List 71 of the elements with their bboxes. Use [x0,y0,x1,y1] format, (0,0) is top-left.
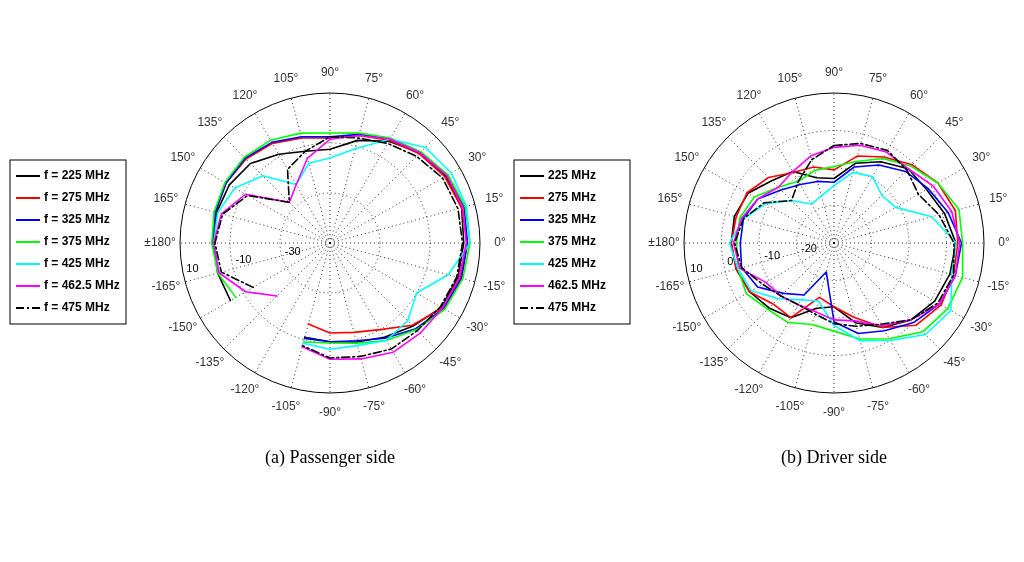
spoke-label: 120° [232,87,258,102]
spoke-label: 90° [320,65,340,80]
spoke-label: ±180° [144,235,176,250]
spoke-label: -15° [483,279,506,294]
spoke-label: 165° [153,191,179,206]
spoke-label: 0° [998,235,1010,250]
y-tick-label: -10 [235,253,252,266]
spoke-label: 150° [674,150,700,165]
spoke-label: 45° [441,114,460,129]
spoke-label: -75° [362,399,386,414]
spoke-label: 45° [945,114,964,129]
spoke-label: -165° [151,279,181,294]
spoke-label: 75° [868,70,888,85]
spoke-label: -135° [699,355,729,370]
legend-label: f = 225 MHz [44,168,110,183]
spoke-label: -105° [271,399,301,414]
spoke-label: -165° [655,279,685,294]
legend-label: 225 MHz [548,168,597,183]
spoke-label: -30° [970,320,993,335]
spoke-label: -15° [987,279,1010,294]
y-tick-label: 10 [690,261,703,274]
spoke-label: 105° [273,70,299,85]
spoke-label: -120° [734,382,764,397]
text: (b) Driver side [781,447,887,468]
spoke-label: 60° [405,87,425,102]
legend-label: f = 375 MHz [44,234,110,249]
spoke-label: 150° [170,150,196,165]
legend-label: 375 MHz [548,234,597,249]
legend-label: f = 475 MHz [44,300,110,315]
spoke-label: -150° [168,320,198,335]
legend-label: f = 462.5 MHz [44,278,120,293]
spoke-label: 15° [485,191,504,206]
spoke-label: -150° [672,320,702,335]
spoke-label: -90° [822,405,846,420]
text: (a) Passenger side [265,447,395,468]
spoke-label: 75° [364,70,384,85]
spoke-label: -75° [866,399,890,414]
y-tick-label: -20 [801,242,817,255]
spoke-label: 60° [909,87,929,102]
legend-label: f = 275 MHz [44,190,110,205]
spoke-label: -135° [195,355,225,370]
y-tick-label: 10 [186,261,199,274]
legend-label: 325 MHz [548,212,597,227]
spoke-label: 135° [197,114,223,129]
legend-label: 275 MHz [548,190,597,205]
spoke-label: -45° [439,355,462,370]
spoke-label: ±180° [648,235,680,250]
spoke-label: 90° [824,65,844,80]
spoke-label: 30° [972,150,991,165]
legend-label: f = 325 MHz [44,212,110,227]
spoke-label: 165° [657,191,683,206]
spoke-label: 120° [736,87,762,102]
y-tick-label: -30 [284,244,301,257]
spoke-label: 30° [468,150,487,165]
y-tick-label: -10 [764,248,781,261]
legend-label: f = 425 MHz [44,256,110,271]
spoke-label: -60° [403,382,427,397]
spoke-label: -120° [230,382,260,397]
spoke-label: -105° [775,399,805,414]
legend-label: 462.5 MHz [548,278,607,293]
spoke-label: -60° [907,382,931,397]
spoke-label: -90° [318,405,342,420]
spoke-label: -45° [943,355,966,370]
y-tick-label: 0 [727,255,734,268]
legend-label: 475 MHz [548,300,597,315]
legend-label: 425 MHz [548,256,597,271]
spoke-label: 105° [777,70,803,85]
spoke-label: 0° [494,235,506,250]
spoke-label: -30° [466,320,489,335]
spoke-label: 15° [989,191,1008,206]
spoke-label: 135° [701,114,727,129]
